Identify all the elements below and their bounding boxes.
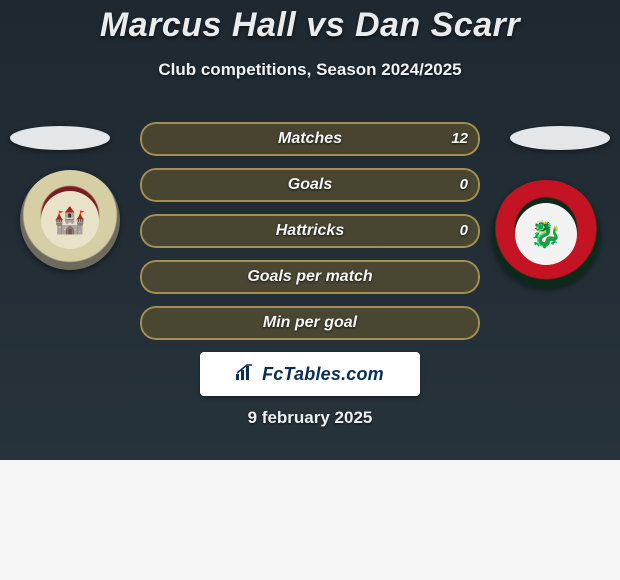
stat-row: Min per goal <box>140 306 480 340</box>
comparison-card: Marcus Hall vs Dan Scarr Club competitio… <box>0 0 620 580</box>
stat-label: Hattricks <box>140 214 480 248</box>
stat-label: Min per goal <box>140 306 480 340</box>
stats-list: Matches12Goals0Hattricks0Goals per match… <box>140 122 480 352</box>
stat-label: Goals <box>140 168 480 202</box>
stat-row: Goals0 <box>140 168 480 202</box>
stat-value-right: 12 <box>451 122 468 156</box>
branding-text: FcTables.com <box>262 364 384 385</box>
stat-label: Matches <box>140 122 480 156</box>
chart-icon <box>236 364 256 385</box>
stat-label: Goals per match <box>140 260 480 294</box>
stat-row: Goals per match <box>140 260 480 294</box>
branding-badge: FcTables.com <box>200 352 420 396</box>
club-crest-left-glyph: 🏰 <box>41 191 99 249</box>
player-avatar-left <box>10 126 110 150</box>
date-stamp: 9 february 2025 <box>0 408 620 428</box>
club-crest-right-glyph: 🐉 <box>515 203 578 266</box>
stat-row: Hattricks0 <box>140 214 480 248</box>
stat-row: Matches12 <box>140 122 480 156</box>
stat-value-right: 0 <box>460 214 468 248</box>
player-avatar-right <box>510 126 610 150</box>
stat-value-right: 0 <box>460 168 468 202</box>
page-subtitle: Club competitions, Season 2024/2025 <box>0 60 620 80</box>
club-crest-right: 🐉 <box>492 180 600 288</box>
club-crest-left: 🏰 <box>20 170 120 270</box>
page-title: Marcus Hall vs Dan Scarr <box>0 6 620 45</box>
